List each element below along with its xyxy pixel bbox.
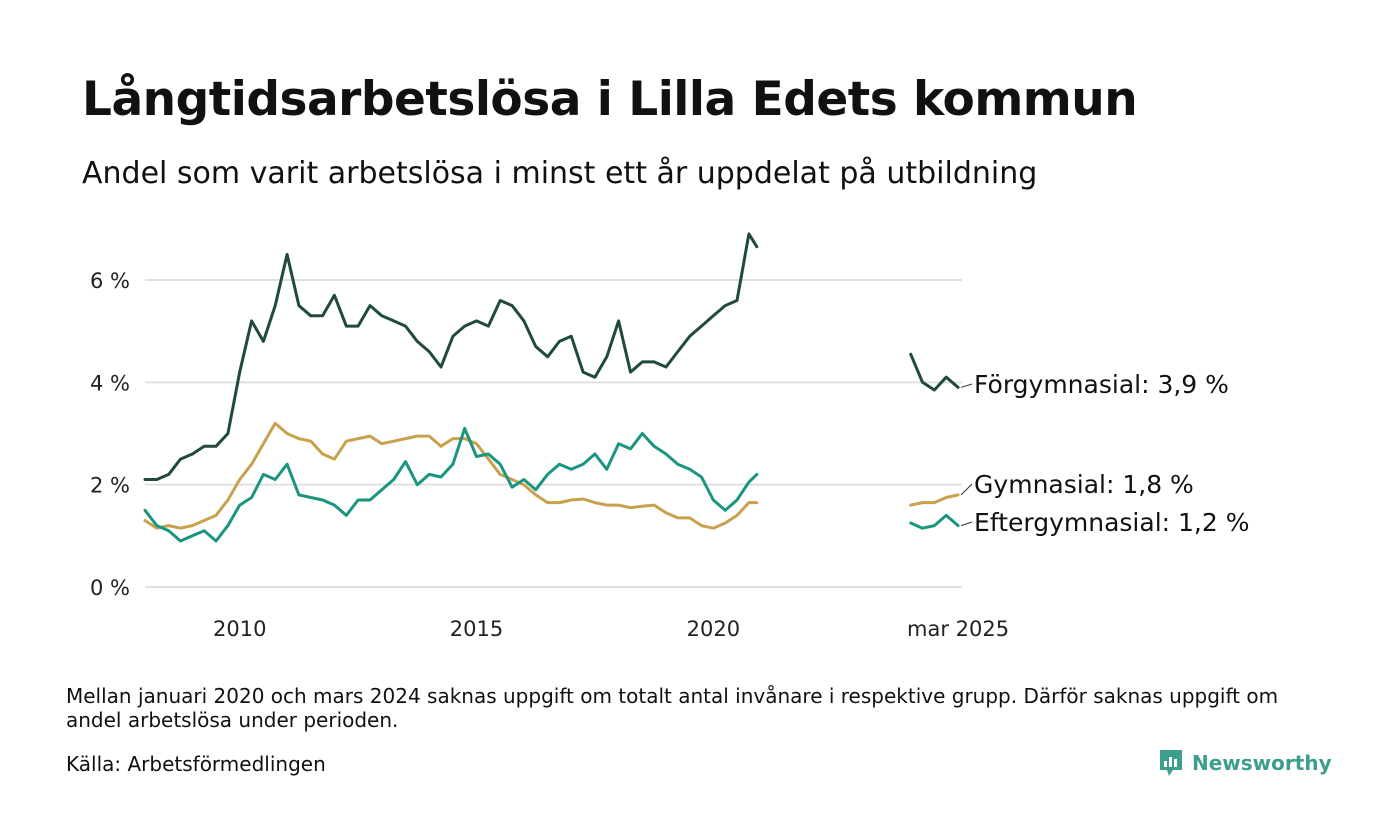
series-line-frgymnasial-1 — [143, 232, 759, 481]
label-leader-frgymnasial — [960, 383, 973, 388]
chart-title: Långtidsarbetslösa i Lilla Edets kommun — [82, 72, 1138, 127]
end-label-gymnasial: Gymnasial: 1,8 % — [974, 470, 1194, 499]
label-leader-eftergymnasial — [960, 521, 973, 527]
y-tick-label: 2 % — [90, 474, 130, 498]
x-tick-label: 2020 — [687, 617, 740, 641]
x-tick-label: 2010 — [213, 617, 266, 641]
x-tick-label: mar 2025 — [907, 617, 1009, 641]
end-label-frgymnasial: Förgymnasial: 3,9 % — [974, 370, 1229, 399]
series-end-labels: Förgymnasial: 3,9 % Gymnasial: 1,8 % Efter… — [960, 370, 1249, 537]
x-axis-labels: 2010 2015 2020 mar 2025 — [213, 617, 1009, 641]
footnote: Mellan januari 2020 och mars 2024 saknas… — [66, 684, 1279, 732]
brand-name: Newsworthy — [1192, 751, 1332, 775]
y-axis-labels: 0 % 2 % 4 % 6 % — [90, 269, 130, 600]
y-tick-label: 0 % — [90, 576, 130, 600]
series-lines — [143, 232, 960, 543]
source-note: Källa: Arbetsförmedlingen — [66, 752, 326, 776]
label-leader-gymnasial — [960, 483, 973, 496]
x-tick-label: 2015 — [450, 617, 503, 641]
end-label-eftergymnasial: Eftergymnasial: 1,2 % — [974, 508, 1249, 537]
newsworthy-logo-icon — [1160, 750, 1182, 776]
series-line-eftergymnasial-2 — [909, 513, 960, 530]
series-line-eftergymnasial-1 — [143, 426, 759, 543]
series-line-gymnasial-1 — [143, 421, 759, 530]
series-line-gymnasial-2 — [909, 493, 960, 507]
series-line-frgymnasial-2 — [909, 352, 960, 392]
brand-logo[interactable]: Newsworthy — [1158, 748, 1332, 778]
chart-subtitle: Andel som varit arbetslösa i minst ett å… — [82, 156, 1038, 191]
y-tick-label: 4 % — [90, 371, 130, 395]
y-tick-label: 6 % — [90, 269, 130, 293]
line-chart: 0 % 2 % 4 % 6 % 2010 2015 2020 mar 2025 Förgym… — [90, 232, 1249, 641]
